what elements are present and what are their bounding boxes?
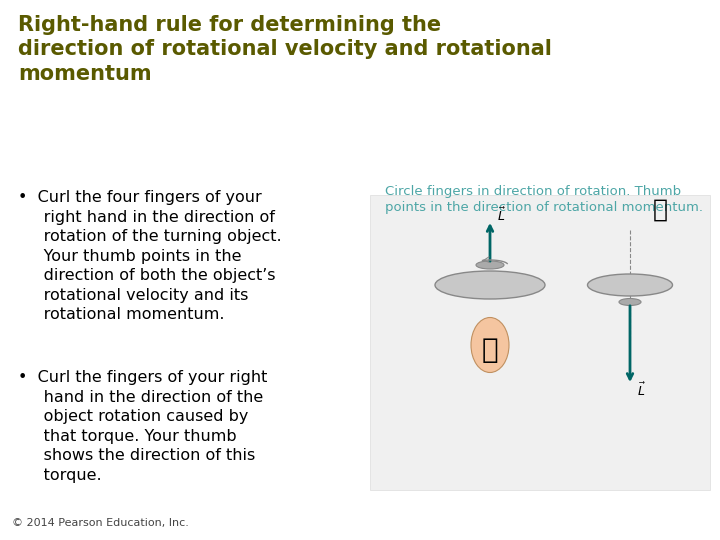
- Text: 👇: 👇: [652, 198, 667, 222]
- Bar: [370, 195, 710, 490]
- Text: $\vec{L}$: $\vec{L}$: [637, 382, 647, 399]
- Ellipse shape: [588, 274, 672, 296]
- Ellipse shape: [435, 271, 545, 299]
- Ellipse shape: [619, 299, 641, 306]
- Ellipse shape: [471, 318, 509, 373]
- Text: 👍: 👍: [482, 336, 498, 364]
- Text: •  Curl the four fingers of your
     right hand in the direction of
     rotati: • Curl the four fingers of your right ha…: [18, 190, 282, 322]
- Text: •  Curl the fingers of your right
     hand in the direction of the
     object : • Curl the fingers of your right hand in…: [18, 370, 267, 483]
- Text: Circle fingers in direction of rotation. Thumb
points in the direction of rotati: Circle fingers in direction of rotation.…: [385, 185, 703, 214]
- Text: Right-hand rule for determining the
direction of rotational velocity and rotatio: Right-hand rule for determining the dire…: [18, 15, 552, 84]
- Text: $\vec{L}$: $\vec{L}$: [497, 207, 506, 224]
- Ellipse shape: [476, 261, 504, 269]
- Text: © 2014 Pearson Education, Inc.: © 2014 Pearson Education, Inc.: [12, 518, 189, 528]
